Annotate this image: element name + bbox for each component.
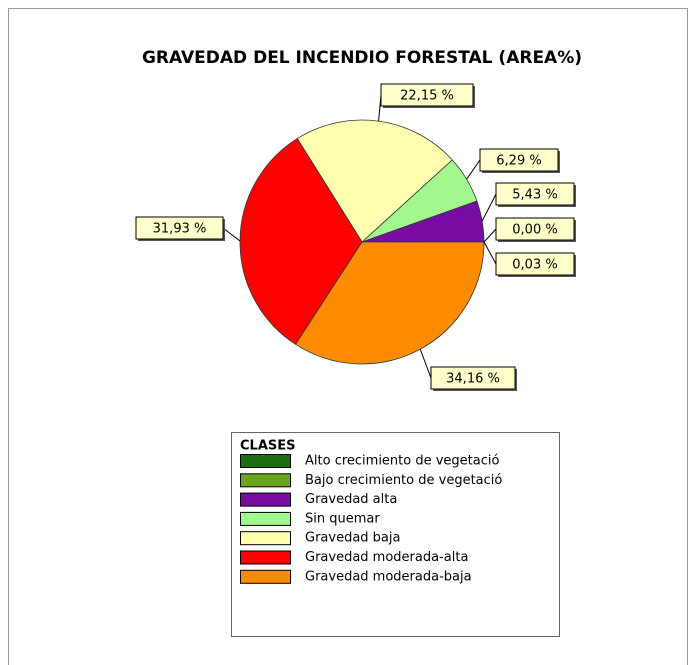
legend-title: CLASES (240, 439, 296, 454)
leader-line (481, 193, 497, 222)
chart-title: GRAVEDAD DEL INCENDIO FORESTAL (AREA%) (142, 48, 582, 68)
label-box (430, 366, 516, 390)
legend-label: Gravedad moderada-baja (305, 569, 472, 584)
legend-label: Sin quemar (305, 511, 380, 526)
legend-swatch (240, 569, 291, 584)
legend-label: Gravedad moderada-alta (305, 550, 468, 565)
data-label: 31,93 % (153, 222, 207, 237)
label-box (495, 252, 575, 276)
label-box (495, 217, 575, 241)
label-box (135, 216, 224, 240)
legend-swatch (240, 550, 291, 565)
legend-label: Gravedad alta (305, 492, 397, 507)
legend-swatch (240, 511, 291, 526)
data-label: 0,00 % (512, 223, 557, 238)
leader-line (466, 159, 481, 180)
pie-slice (239, 138, 363, 345)
data-label: 6,29 % (496, 154, 541, 169)
label-box (495, 182, 575, 206)
data-label: 22,15 % (400, 89, 454, 104)
data-label: 34,16 % (446, 372, 500, 387)
data-label: 0,03 % (512, 258, 557, 273)
leader-line (222, 227, 241, 242)
legend-swatch (240, 473, 291, 488)
legend-label: Alto crecimiento de vegetació (305, 454, 499, 469)
pie-slice (295, 241, 485, 365)
data-label: 5,43 % (512, 188, 557, 203)
pie-slice (296, 119, 453, 243)
legend-swatch (240, 454, 291, 468)
legend-label: Gravedad baja (305, 531, 400, 546)
label-box (479, 148, 559, 172)
leader-line (419, 349, 432, 379)
legend-label: Bajo crecimiento de vegetació (305, 473, 502, 488)
legend-swatch (240, 531, 291, 546)
legend-swatch (240, 492, 291, 507)
leader-line (483, 241, 497, 265)
leader-line (483, 228, 497, 243)
label-box (380, 83, 474, 107)
